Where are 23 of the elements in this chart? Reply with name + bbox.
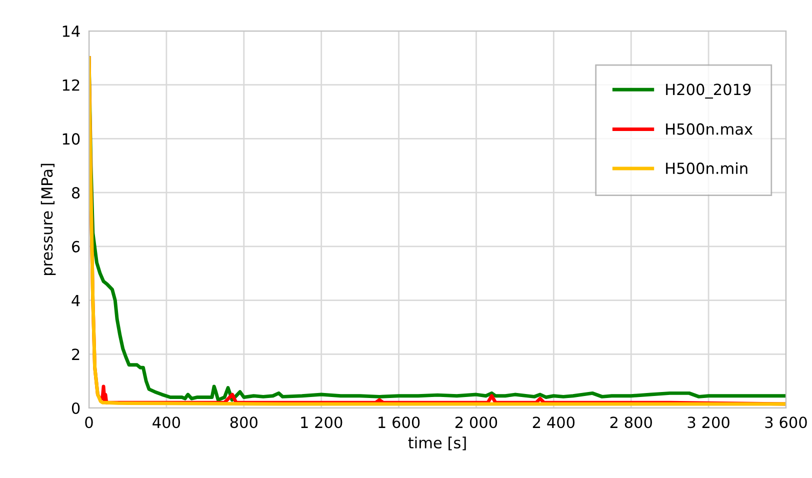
y-tick-label: 8	[72, 187, 80, 199]
y-tick-label: 12	[62, 79, 80, 91]
x-tick-label: 2 000	[455, 416, 498, 428]
x-tick-label: 0	[85, 416, 93, 428]
y-tick-label: 10	[62, 133, 80, 145]
y-tick-label: 14	[62, 26, 80, 37]
x-tick-label: 1 200	[301, 416, 342, 428]
x-tick-label: 1 600	[378, 416, 420, 428]
x-tick-label: 2 800	[610, 416, 652, 428]
y-tick-label: 4	[72, 294, 80, 306]
x-tick-label: 800	[230, 416, 258, 428]
y-tick-label: 2	[72, 348, 80, 360]
x-axis-title: time [s]	[408, 436, 466, 450]
x-tick-label: 2 400	[532, 416, 575, 428]
y-axis-title: pressure [MPa]	[40, 164, 56, 276]
x-tick-label: 3 600	[765, 416, 807, 428]
y-tick-label: 6	[72, 240, 80, 252]
legend-label: H500n.min	[666, 162, 748, 174]
legend-label: H200_2019	[666, 84, 751, 99]
x-tick-label: 400	[152, 416, 180, 428]
legend-label: H500n.max	[666, 123, 753, 135]
x-tick-label: 3 200	[688, 416, 730, 428]
y-tick-label: 0	[72, 402, 80, 414]
